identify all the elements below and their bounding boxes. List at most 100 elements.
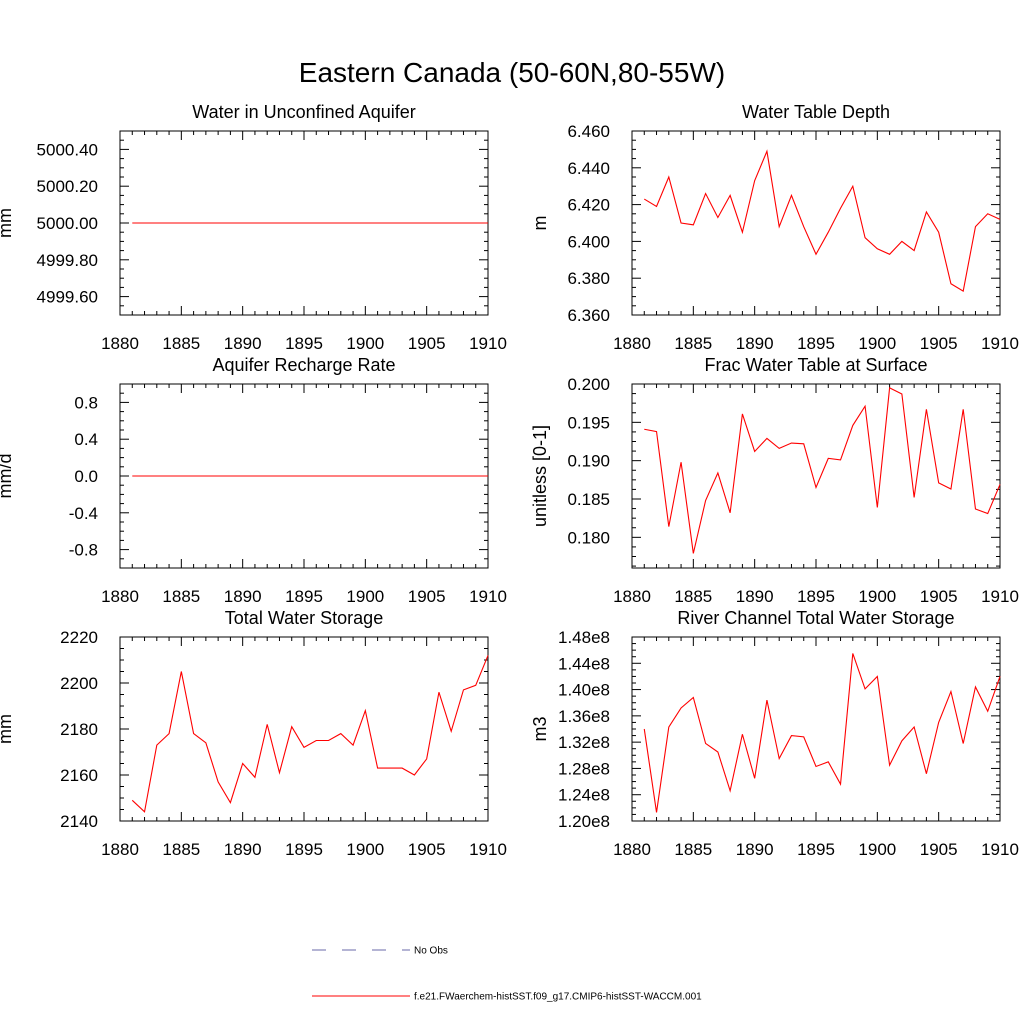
chart-panel-3: Aquifer Recharge Rate mm/d 1880 1885 1890 189… bbox=[0, 355, 507, 606]
x-tick-label: 1885 bbox=[674, 334, 712, 353]
panels: Water in Unconfined Aquifer mm 1880 1885 189… bbox=[0, 102, 1019, 859]
y-tick-label: 0.4 bbox=[74, 430, 98, 449]
y-tick-label: 6.440 bbox=[567, 159, 610, 178]
x-tick-label: 1890 bbox=[736, 334, 774, 353]
chart-panel-2: Water Table Depth m 1880 1885 1890 1895 1900 19… bbox=[530, 102, 1019, 353]
x-tick-label: 1890 bbox=[224, 334, 262, 353]
chart-panel-4: Frac Water Table at Surface unitless [0-1… bbox=[530, 355, 1019, 606]
y-tick-label: -0.8 bbox=[69, 541, 98, 560]
y-tick-label: 1.20e8 bbox=[558, 812, 610, 831]
x-tick-label: 1905 bbox=[408, 840, 446, 859]
x-tick-label: 1885 bbox=[162, 840, 200, 859]
x-tick-label: 1905 bbox=[408, 334, 446, 353]
panel-title: Water Table Depth bbox=[742, 102, 890, 122]
x-tick-label: 1905 bbox=[920, 587, 958, 606]
y-tick-label: 2220 bbox=[60, 628, 98, 647]
y-tick-label: 6.380 bbox=[567, 269, 610, 288]
x-tick-label: 1885 bbox=[162, 587, 200, 606]
x-tick-label: 1900 bbox=[346, 587, 384, 606]
y-tick-label: 2180 bbox=[60, 720, 98, 739]
x-tick-label: 1890 bbox=[736, 840, 774, 859]
panel-title: Water in Unconfined Aquifer bbox=[192, 102, 415, 122]
x-tick-label: 1880 bbox=[613, 587, 651, 606]
y-tick-label: 0.190 bbox=[567, 452, 610, 471]
x-tick-label: 1910 bbox=[469, 334, 507, 353]
x-tick-label: 1900 bbox=[346, 840, 384, 859]
y-tick-label: 6.460 bbox=[567, 122, 610, 141]
legend-label-no-obs: No Obs bbox=[414, 946, 448, 957]
x-tick-label: 1895 bbox=[285, 334, 323, 353]
y-tick-label: 0.200 bbox=[567, 375, 610, 394]
y-axis-label: mm bbox=[0, 208, 15, 238]
x-tick-label: 1910 bbox=[981, 840, 1019, 859]
y-tick-label: 0.185 bbox=[567, 490, 610, 509]
x-tick-label: 1885 bbox=[674, 840, 712, 859]
y-axis-label: m bbox=[530, 216, 550, 231]
x-tick-label: 1895 bbox=[797, 840, 835, 859]
x-tick-label: 1880 bbox=[101, 334, 139, 353]
y-tick-label: 0.195 bbox=[567, 413, 610, 432]
x-tick-label: 1890 bbox=[736, 587, 774, 606]
y-tick-label: 6.360 bbox=[567, 306, 610, 325]
series-line bbox=[644, 386, 1001, 554]
x-tick-label: 1895 bbox=[797, 587, 835, 606]
y-tick-label: 6.400 bbox=[567, 232, 610, 251]
y-tick-label: 1.44e8 bbox=[558, 654, 610, 673]
x-tick-label: 1895 bbox=[797, 334, 835, 353]
y-tick-label: 1.40e8 bbox=[558, 681, 610, 700]
y-tick-label: 0.0 bbox=[74, 467, 98, 486]
y-tick-label: 5000.20 bbox=[37, 177, 98, 196]
panel-title: Frac Water Table at Surface bbox=[704, 355, 927, 375]
y-tick-label: 1.32e8 bbox=[558, 733, 610, 752]
y-tick-label: 5000.40 bbox=[37, 140, 98, 159]
y-tick-label: -0.4 bbox=[69, 504, 98, 523]
y-axis-label: unitless [0-1] bbox=[530, 425, 550, 527]
x-tick-label: 1895 bbox=[285, 587, 323, 606]
chart-panel-5: Total Water Storage mm 1880 1885 1890 1895 190… bbox=[0, 608, 507, 859]
x-tick-label: 1895 bbox=[285, 840, 323, 859]
y-axis-label: mm/d bbox=[0, 454, 15, 499]
x-tick-label: 1910 bbox=[469, 840, 507, 859]
x-tick-label: 1890 bbox=[224, 840, 262, 859]
panel-title: Aquifer Recharge Rate bbox=[212, 355, 395, 375]
y-tick-label: 1.24e8 bbox=[558, 786, 610, 805]
y-tick-label: 6.420 bbox=[567, 196, 610, 215]
x-tick-label: 1900 bbox=[858, 840, 896, 859]
x-tick-label: 1900 bbox=[858, 334, 896, 353]
series-line bbox=[643, 653, 1001, 813]
x-tick-label: 1900 bbox=[858, 587, 896, 606]
y-tick-label: 0.8 bbox=[74, 393, 98, 412]
y-tick-label: 2160 bbox=[60, 766, 98, 785]
x-tick-label: 1910 bbox=[981, 334, 1019, 353]
x-tick-label: 1900 bbox=[346, 334, 384, 353]
series-line bbox=[643, 149, 1001, 292]
y-tick-label: 1.48e8 bbox=[558, 628, 610, 647]
x-tick-label: 1880 bbox=[613, 840, 651, 859]
panel-title: Total Water Storage bbox=[225, 608, 383, 628]
y-tick-label: 4999.80 bbox=[37, 251, 98, 270]
legend: No Obs f.e21.FWaerchem-histSST.f09_g17.C… bbox=[312, 946, 702, 1003]
y-tick-label: 4999.60 bbox=[37, 288, 98, 307]
figure-title: Eastern Canada (50-60N,80-55W) bbox=[299, 57, 725, 88]
y-tick-label: 1.28e8 bbox=[558, 759, 610, 778]
y-axis-label: mm bbox=[0, 714, 15, 744]
x-tick-label: 1880 bbox=[613, 334, 651, 353]
x-tick-label: 1910 bbox=[469, 587, 507, 606]
panel-title: River Channel Total Water Storage bbox=[677, 608, 954, 628]
legend-label-model: f.e21.FWaerchem-histSST.f09_g17.CMIP6-hi… bbox=[414, 992, 702, 1003]
y-axis-label: m3 bbox=[530, 716, 550, 741]
y-tick-label: 5000.00 bbox=[37, 214, 98, 233]
x-tick-label: 1880 bbox=[101, 840, 139, 859]
series-line bbox=[131, 655, 489, 813]
x-tick-label: 1910 bbox=[981, 587, 1019, 606]
y-tick-label: 2140 bbox=[60, 812, 98, 831]
y-tick-label: 0.180 bbox=[567, 528, 610, 547]
x-tick-label: 1880 bbox=[101, 587, 139, 606]
x-tick-label: 1890 bbox=[224, 587, 262, 606]
x-tick-label: 1885 bbox=[674, 587, 712, 606]
x-tick-label: 1905 bbox=[920, 334, 958, 353]
x-tick-label: 1905 bbox=[408, 587, 446, 606]
